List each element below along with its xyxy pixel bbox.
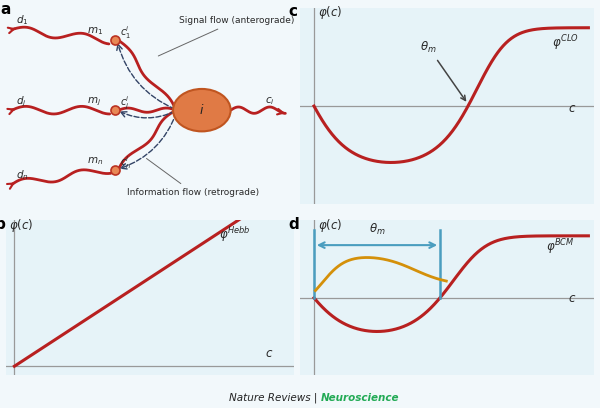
Text: Signal flow (anterograde): Signal flow (anterograde) (158, 16, 294, 56)
Text: c: c (288, 4, 297, 19)
Text: $\varphi(c)$: $\varphi(c)$ (317, 217, 342, 234)
Text: $c_i$: $c_i$ (265, 95, 275, 106)
Text: $\theta_m$: $\theta_m$ (421, 40, 466, 100)
Text: $i$: $i$ (199, 103, 205, 117)
Text: $m_j$: $m_j$ (86, 96, 101, 108)
Text: $\varphi(c)$: $\varphi(c)$ (317, 4, 342, 21)
Text: Neuroscience: Neuroscience (321, 393, 400, 403)
Text: Nature Reviews |: Nature Reviews | (229, 392, 321, 403)
Text: $d_1$: $d_1$ (16, 13, 29, 27)
Text: $\varphi^{Hebb}$: $\varphi^{Hebb}$ (219, 225, 251, 244)
Text: $c^i_n$: $c^i_n$ (120, 154, 131, 171)
Text: $c$: $c$ (568, 293, 576, 306)
Text: $\theta_m$: $\theta_m$ (368, 222, 385, 237)
Circle shape (173, 89, 230, 131)
Text: a: a (0, 2, 11, 17)
Text: $m_n$: $m_n$ (86, 155, 103, 166)
Text: d: d (288, 217, 299, 232)
Text: $c$: $c$ (265, 347, 274, 360)
Text: $\varphi^{CLO}$: $\varphi^{CLO}$ (552, 33, 579, 53)
Text: $\varphi^{BCM}$: $\varphi^{BCM}$ (547, 237, 575, 257)
Text: b: b (0, 217, 5, 232)
Text: $d_n$: $d_n$ (16, 169, 29, 182)
Text: $m_1$: $m_1$ (86, 25, 103, 37)
Text: $c$: $c$ (568, 102, 576, 115)
Text: Information flow (retrograde): Information flow (retrograde) (127, 158, 259, 197)
Text: $\varphi(c)$: $\varphi(c)$ (9, 217, 33, 234)
Text: $c^i_1$: $c^i_1$ (120, 24, 131, 41)
Text: $c^i_j$: $c^i_j$ (120, 95, 130, 112)
Text: $d_j$: $d_j$ (16, 95, 26, 109)
